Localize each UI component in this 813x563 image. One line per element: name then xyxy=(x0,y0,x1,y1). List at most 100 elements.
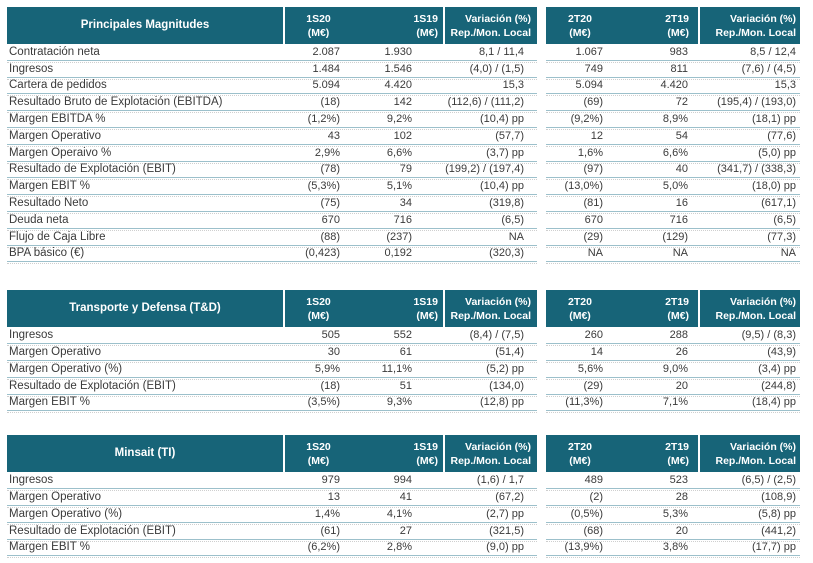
col-header-2t20: 2T20 (M€) xyxy=(546,290,614,327)
table-row: Cartera de pedidos 5.094 4.420 15,3 5.094 4.4… xyxy=(7,78,800,97)
block-gap xyxy=(537,435,546,472)
value-cell: (5,8) pp xyxy=(758,507,796,520)
value-cell: (51,4) xyxy=(495,346,524,359)
value-cell: (10,4) pp xyxy=(479,113,524,126)
row-left-block: Resultado Bruto de Explotación (EBITDA) (… xyxy=(7,94,537,113)
row-label: Resultado de Explotación (EBIT) xyxy=(9,163,176,176)
value-cell: (6,5) / (2,5) xyxy=(741,474,796,487)
value-cell: (8,4) / (7,5) xyxy=(469,329,524,342)
value-cell: 505 xyxy=(321,329,340,342)
table-row: Margen Operativo (%) 1,4% 4,1% (2,7) pp (0,5… xyxy=(7,506,800,525)
table-minsait: Minsait (TI) 1S20 (M€) 1S19 (M€) Variaci… xyxy=(7,435,800,559)
value-cell: 72 xyxy=(675,96,688,109)
value-cell: 5.094 xyxy=(312,79,340,92)
value-cell: 61 xyxy=(399,346,412,359)
value-cell: NA xyxy=(587,247,603,260)
table-row: Margen Operativo 13 41 (67,2) (2) 28 (108,9) xyxy=(7,489,800,508)
row-right-block: 5.094 4.420 15,3 xyxy=(546,78,800,97)
value-cell: (5,3%) xyxy=(307,180,340,193)
col-header-2t20: 2T20 (M€) xyxy=(546,435,614,472)
block-gap xyxy=(537,7,546,44)
table-row: Resultado de Explotación (EBIT) (78) 79 (19… xyxy=(7,162,800,181)
value-cell: (61) xyxy=(320,524,340,537)
value-cell: 4,1% xyxy=(386,507,412,520)
col-header-variacion-left: Variación (%) Rep./Mon. Local xyxy=(445,290,537,328)
variacion-label: Variación (%) xyxy=(465,12,531,25)
value-cell: 552 xyxy=(393,329,412,342)
table-row: Margen Operativo (%) 5,9% 11,1% (5,2) pp 5,6… xyxy=(7,361,800,380)
header-right-block: 2T20 (M€) 2T19 (M€) Variación (%) Rep./M… xyxy=(546,290,800,328)
col-unit-label: (M€) xyxy=(569,454,591,467)
row-label: Resultado Bruto de Explotación (EBITDA) xyxy=(9,96,223,109)
value-cell: NA xyxy=(672,247,688,260)
col-period-label: 1S19 xyxy=(413,440,438,453)
variacion-sublabel: Rep./Mon. Local xyxy=(450,26,531,39)
row-left-block: Contratación neta 2.087 1.930 8,1 / 11,4 xyxy=(7,44,537,63)
table-header: Principales Magnitudes 1S20 (M€) 1S19 (M… xyxy=(7,7,800,44)
value-cell: (17,7) pp xyxy=(751,541,796,554)
col-header-1s19: 1S19 (M€) xyxy=(352,7,443,44)
value-cell: (18) xyxy=(320,379,340,392)
table-row: Deuda neta 670 716 (6,5) 670 716 (6,5) xyxy=(7,212,800,231)
col-header-2t19: 2T19 (M€) xyxy=(614,435,698,472)
col-unit-label: (M€) xyxy=(667,454,689,467)
value-cell: 28 xyxy=(675,491,688,504)
value-cell: (29) xyxy=(583,379,603,392)
header-period-group-left: 1S20 (M€) 1S19 (M€) xyxy=(285,290,443,328)
value-cell: 6,6% xyxy=(662,146,688,159)
col-period-label: 1S20 xyxy=(306,12,331,25)
row-right-block: (2) 28 (108,9) xyxy=(546,489,800,508)
row-label: Margen EBITDA % xyxy=(9,113,106,126)
value-cell: 2,9% xyxy=(314,146,340,159)
row-left-block: Margen Operativo (%) 5,9% 11,1% (5,2) pp xyxy=(7,361,537,380)
value-cell: 4.420 xyxy=(384,79,412,92)
row-right-block: (13,0%) 5,0% (18,0) pp xyxy=(546,178,800,197)
value-cell: 8,1 / 11,4 xyxy=(478,45,524,58)
value-cell: 670 xyxy=(584,213,603,226)
value-cell: (0,423) xyxy=(305,247,340,260)
block-gap xyxy=(537,378,546,395)
value-cell: 1.930 xyxy=(384,45,412,58)
row-label: Margen Operaivo % xyxy=(9,146,112,159)
table-principales-magnitudes: Principales Magnitudes 1S20 (M€) 1S19 (M… xyxy=(7,7,800,265)
block-gap xyxy=(537,290,546,327)
value-cell: 0,192 xyxy=(384,247,412,260)
value-cell: 523 xyxy=(669,474,688,487)
block-gap xyxy=(537,111,546,128)
row-right-block: 489 523 (6,5) / (2,5) xyxy=(546,472,800,491)
table-header: Minsait (TI) 1S20 (M€) 1S19 (M€) Variaci… xyxy=(7,435,800,473)
value-cell: 8,9% xyxy=(662,113,688,126)
value-cell: 1.067 xyxy=(575,45,603,58)
value-cell: 5,6% xyxy=(577,362,603,375)
table-row: BPA básico (€) (0,423) 0,192 (320,3) NA NA NA xyxy=(7,246,800,265)
row-left-block: BPA básico (€) (0,423) 0,192 (320,3) xyxy=(7,246,537,265)
row-left-block: Resultado de Explotación (EBIT) (61) 27 (32… xyxy=(7,523,537,542)
value-cell: 5,0% xyxy=(662,180,688,193)
row-left-block: Margen Operativo 43 102 (57,7) xyxy=(7,128,537,147)
row-right-block: 1.067 983 8,5 / 12,4 xyxy=(546,44,800,63)
table-body: Contratación neta 2.087 1.930 8,1 / 11,4 1.0… xyxy=(7,44,800,265)
row-left-block: Ingresos 979 994 (1,6) / 1,7 xyxy=(7,472,537,491)
col-header-1s19: 1S19 (M€) xyxy=(352,290,443,327)
row-left-block: Margen Operativo 13 41 (67,2) xyxy=(7,489,537,508)
table-row: Contratación neta 2.087 1.930 8,1 / 11,4 1.0… xyxy=(7,44,800,63)
table-transporte-defensa: Transporte y Defensa (T&D) 1S20 (M€) 1S1… xyxy=(7,290,800,414)
variacion-label: Variación (%) xyxy=(730,12,796,25)
row-left-block: Margen EBIT % (5,3%) 5,1% (10,4) pp xyxy=(7,178,537,197)
block-gap xyxy=(537,229,546,246)
header-right-block: 2T20 (M€) 2T19 (M€) Variación (%) Rep./M… xyxy=(546,7,800,44)
block-gap xyxy=(537,344,546,361)
value-cell: 79 xyxy=(399,163,412,176)
row-left-block: Margen EBIT % (6,2%) 2,8% (9,0) pp xyxy=(7,540,537,559)
row-label: Ingresos xyxy=(9,474,54,487)
value-cell: (237) xyxy=(386,230,412,243)
table-row: Margen EBIT % (6,2%) 2,8% (9,0) pp (13,9%) 3,… xyxy=(7,540,800,559)
value-cell: (6,5) xyxy=(773,213,796,226)
row-right-block: (69) 72 (195,4) / (193,0) xyxy=(546,94,800,113)
col-header-variacion-right: Variación (%) Rep./Mon. Local xyxy=(700,7,800,44)
header-period-group-right: 2T20 (M€) 2T19 (M€) xyxy=(546,290,698,328)
value-cell: 489 xyxy=(584,474,603,487)
col-unit-label: (M€) xyxy=(667,309,689,322)
col-unit-label: (M€) xyxy=(569,26,591,39)
value-cell: 4.420 xyxy=(660,79,688,92)
